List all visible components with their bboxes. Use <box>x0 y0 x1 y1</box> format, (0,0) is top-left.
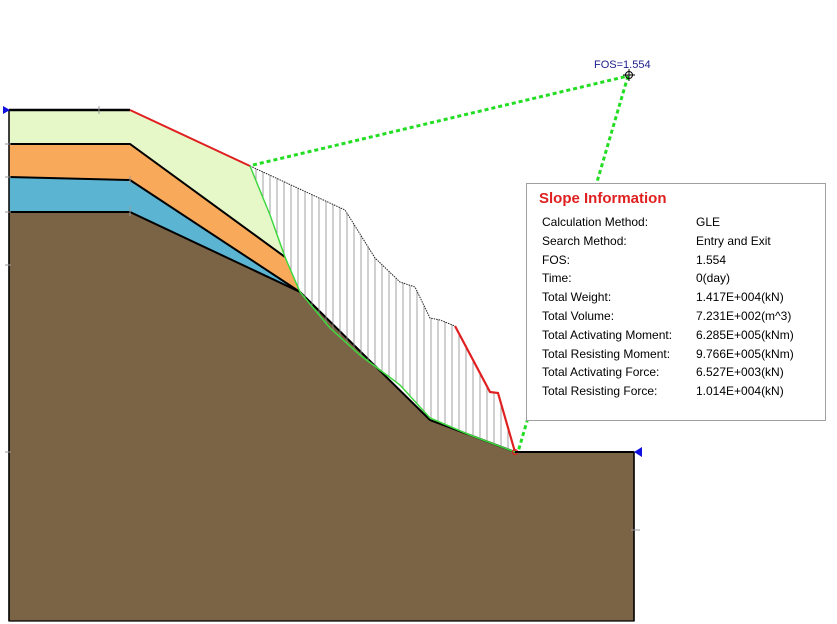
fos-label: FOS=1.554 <box>594 59 651 71</box>
info-value: 1.417E+004(kN) <box>696 290 784 305</box>
slip-surface <box>249 165 516 453</box>
info-row-activating-force: Total Activating Force: 6.527E+003(kN) <box>539 363 825 382</box>
info-label: Total Volume: <box>542 308 615 323</box>
info-value: Entry and Exit <box>696 233 771 248</box>
info-row-calculation-method: Calculation Method: GLE <box>539 213 825 232</box>
info-label: Total Activating Moment: <box>542 327 673 342</box>
slope-info-title: Slope Information <box>539 190 667 207</box>
red-surface-upper <box>129 109 251 167</box>
slope-info-rows: Calculation Method: GLE Search Method: E… <box>539 213 825 401</box>
layer-boundary-1 <box>9 143 286 258</box>
slice-lines <box>255 168 509 450</box>
search-line-left <box>252 74 629 167</box>
sliding-mass-top <box>249 165 456 327</box>
info-label: Search Method: <box>542 233 627 248</box>
info-label: Time: <box>542 271 572 286</box>
info-row-total-volume: Total Volume: 7.231E+002(m^3) <box>539 307 825 326</box>
info-value: 1.554 <box>696 252 727 267</box>
info-row-activating-moment: Total Activating Moment: 6.285E+005(kNm) <box>539 326 825 345</box>
search-line-right <box>516 75 630 453</box>
fos-center-marker[interactable] <box>623 69 635 81</box>
info-label: Total Weight: <box>542 290 612 305</box>
left-boundary-marker-icon[interactable] <box>3 106 10 114</box>
info-row-search-method: Search Method: Entry and Exit <box>539 232 825 251</box>
info-row-fos: FOS: 1.554 <box>539 251 825 270</box>
soil-layer-top <box>9 110 285 257</box>
info-row-total-weight: Total Weight: 1.417E+004(kN) <box>539 288 825 307</box>
info-label: Total Resisting Moment: <box>542 346 671 361</box>
soil-layer-blue <box>9 177 300 292</box>
info-value: GLE <box>696 215 721 229</box>
info-label: FOS: <box>542 252 571 267</box>
info-label: Total Activating Force: <box>542 365 660 380</box>
tick-marks <box>5 106 640 531</box>
info-row-resisting-force: Total Resisting Force: 1.014E+004(kN) <box>539 382 825 401</box>
info-row-time: Time: 0(day) <box>539 269 825 288</box>
info-value: 0(day) <box>696 271 731 286</box>
red-surface-lower <box>454 325 517 453</box>
info-value: 9.766E+005(kNm) <box>696 346 794 361</box>
info-row-resisting-moment: Total Resisting Moment: 9.766E+005(kNm) <box>539 345 825 364</box>
info-label: Total Resisting Force: <box>542 384 658 399</box>
right-boundary-marker-icon[interactable] <box>634 447 642 457</box>
info-value: 6.285E+005(kNm) <box>696 327 794 342</box>
info-value: 7.231E+002(m^3) <box>696 308 792 323</box>
info-value: 6.527E+003(kN) <box>696 365 784 380</box>
slope-information-panel: Slope Information Calculation Method: GL… <box>526 183 826 421</box>
info-label: Calculation Method: <box>542 215 649 229</box>
soil-layer-orange <box>9 144 300 292</box>
info-value: 1.014E+004(kN) <box>696 384 784 399</box>
